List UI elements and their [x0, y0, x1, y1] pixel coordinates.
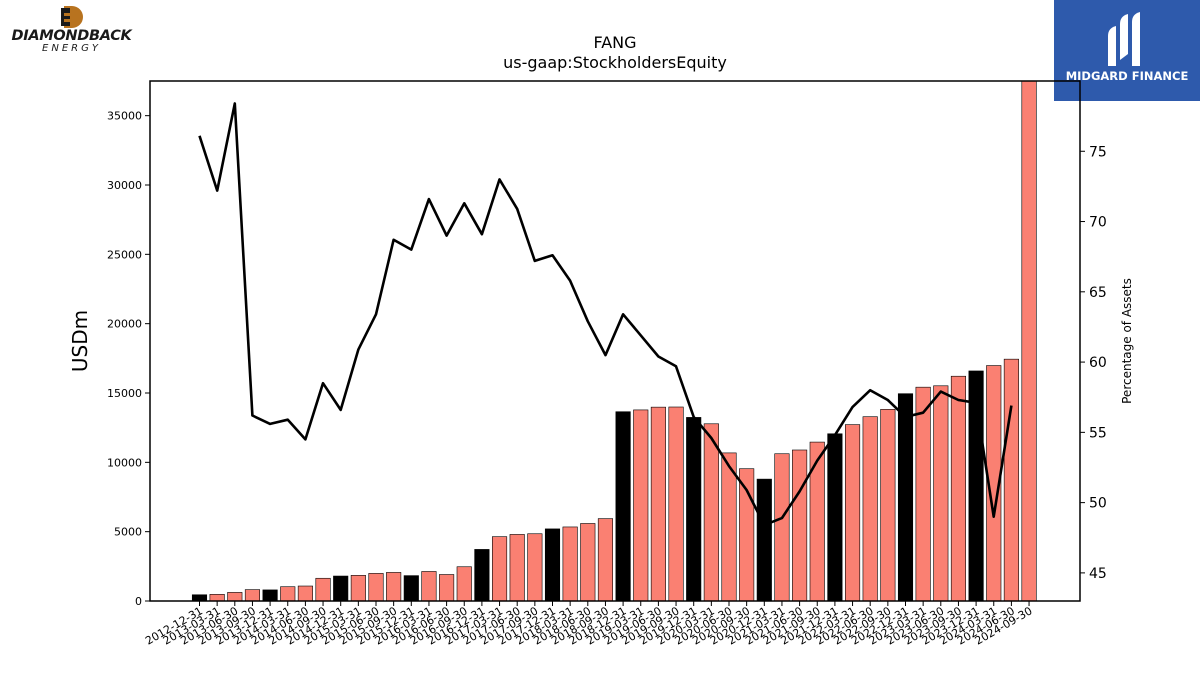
y-tick-label: 15000 [107, 387, 142, 400]
bar-series [191, 80, 1037, 602]
y-tick-label: 10000 [107, 456, 142, 469]
diamondback-logo: DIAMONDBACK ENERGY [4, 4, 139, 56]
y-right-tick-label: 65 [1089, 285, 1107, 301]
midgard-logo: MIDGARD FINANCE [1054, 0, 1200, 101]
right-logo-text: MIDGARD FINANCE [1065, 69, 1189, 83]
diamondback-d-icon [61, 6, 83, 28]
bar-2023-09-30 [950, 375, 967, 602]
bar-2022-12-31 [897, 393, 914, 602]
bar-2017-09-30 [527, 533, 543, 602]
left-logo-subtext: ENERGY [42, 43, 101, 54]
bar-2021-03-31 [774, 453, 790, 602]
bar-2024-06-30 [1003, 358, 1019, 602]
bar-2019-03-31 [633, 409, 649, 602]
bar-2014-09-30 [315, 577, 331, 602]
y-tick-label: 20000 [107, 318, 142, 331]
bar-2017-06-30 [509, 534, 525, 602]
bar-2017-12-31 [544, 528, 561, 602]
y-axis-label: USDm [68, 310, 92, 372]
bar-2016-06-30 [439, 574, 455, 602]
bar-2014-12-31 [333, 575, 349, 602]
bar-2016-09-30 [456, 566, 472, 602]
left-logo-text: DIAMONDBACK [11, 28, 132, 44]
bar-2013-12-31 [262, 589, 278, 602]
y-right-tick-label: 60 [1089, 355, 1107, 371]
bar-2018-12-31 [615, 411, 631, 602]
bar-2013-06-30 [227, 592, 243, 602]
y-tick-label: 30000 [107, 179, 142, 192]
bar-2012-12-31 [191, 594, 208, 602]
bar-2014-03-31 [280, 586, 296, 602]
y-tick-label: 5000 [114, 526, 142, 539]
midgard-m-icon [1108, 12, 1140, 66]
bar-2019-06-30 [650, 406, 666, 602]
y-right-tick-label: 75 [1089, 144, 1107, 160]
bar-2020-03-31 [703, 423, 719, 602]
bar-2013-03-31 [209, 594, 225, 602]
bar-2024-09-30 [1021, 80, 1037, 602]
chart-title: FANG [593, 33, 636, 52]
bar-2021-09-30 [809, 441, 825, 602]
bar-2021-06-30 [792, 449, 808, 602]
bar-2014-06-30 [297, 585, 313, 602]
axes: 0 5000 10000 15000 20000 25000 30000 35000 45 50 5… [107, 110, 1107, 648]
bar-2015-12-31 [403, 575, 419, 602]
bar-2019-09-30 [668, 406, 684, 602]
bar-2023-06-30 [933, 385, 949, 602]
bar-2013-09-30 [244, 589, 260, 602]
bar-2016-03-31 [421, 571, 437, 602]
y-right-tick-label: 55 [1089, 425, 1107, 441]
bar-2020-12-31 [756, 478, 772, 602]
bar-2022-03-31 [844, 424, 861, 602]
bar-2015-06-30 [368, 573, 384, 602]
line-series [198, 102, 1013, 527]
y-tick-label: 35000 [107, 110, 142, 123]
chart-subtitle: us-gaap:StockholdersEquity [503, 53, 727, 72]
bar-2019-12-31 [686, 417, 702, 602]
bar-2016-12-31 [474, 549, 490, 602]
y-right-tick-label: 70 [1089, 215, 1107, 231]
percentage-line [198, 102, 1013, 527]
plot-frame [149, 80, 1081, 602]
bar-2017-03-31 [491, 536, 508, 602]
y-tick-label: 25000 [107, 248, 142, 261]
bar-2018-09-30 [597, 518, 614, 602]
bar-2022-06-30 [862, 416, 878, 602]
bar-2023-03-31 [915, 386, 931, 602]
bar-2021-12-31 [827, 433, 843, 602]
y-axis-right-label: Percentage of Assets [1120, 278, 1134, 404]
y-tick-label: 0 [135, 595, 142, 608]
bar-2022-09-30 [880, 409, 896, 602]
bar-2018-03-31 [562, 526, 578, 602]
bar-2015-09-30 [386, 572, 402, 602]
bar-2018-06-30 [580, 523, 596, 602]
bar-2015-03-31 [350, 575, 366, 602]
y-right-tick-label: 45 [1089, 566, 1107, 582]
y-right-tick-label: 50 [1089, 496, 1107, 512]
